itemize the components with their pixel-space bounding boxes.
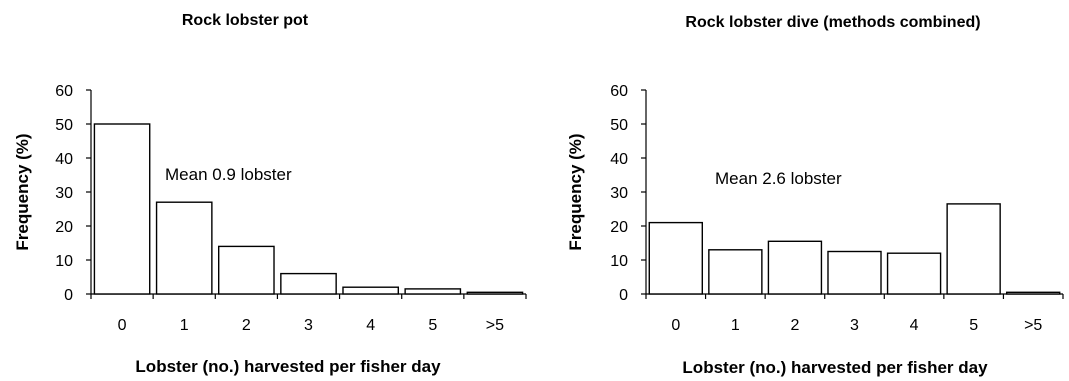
chart-panel-dive: Rock lobster dive (methods combined) 0 10 2… bbox=[535, 0, 1069, 381]
y-tick-label: 30 bbox=[55, 185, 73, 202]
bar-3 bbox=[827, 250, 882, 295]
bar-gt5 bbox=[466, 291, 524, 295]
bar-5 bbox=[404, 288, 462, 295]
x-tick-label: 5 bbox=[969, 317, 978, 334]
x-tick-label: 4 bbox=[910, 317, 919, 334]
y-axis-label: Frequency (%) bbox=[566, 133, 585, 250]
x-tick-label: 3 bbox=[304, 317, 313, 334]
chart-title: Rock lobster dive (methods combined) bbox=[685, 14, 980, 31]
bar-2 bbox=[767, 240, 823, 295]
bar-3 bbox=[280, 272, 337, 295]
y-tick-label: 0 bbox=[64, 287, 73, 304]
x-tick-label: >5 bbox=[486, 317, 504, 334]
bar-2 bbox=[218, 245, 275, 295]
y-tick-label: 60 bbox=[610, 83, 628, 100]
y-tick-label: 50 bbox=[55, 117, 73, 134]
bar-1 bbox=[708, 249, 763, 295]
y-tick-label: 20 bbox=[610, 219, 628, 236]
y-tick-label: 10 bbox=[55, 253, 73, 270]
bar-0 bbox=[93, 123, 151, 295]
chart-pot: Rock lobster pot 0 10 20 30 40 50 60 0 1 2 3 4 5 >5 Mea… bbox=[13, 12, 527, 376]
x-tick-label: 1 bbox=[180, 317, 189, 334]
y-tick-label: 0 bbox=[619, 287, 628, 304]
x-tick-label: 2 bbox=[242, 317, 251, 334]
chart-dive: Rock lobster dive (methods combined)0102… bbox=[566, 14, 1064, 377]
chart-title: Rock lobster pot bbox=[182, 12, 309, 29]
x-tick-label: 1 bbox=[731, 317, 740, 334]
chart-panel-pot: Rock lobster pot 0 10 20 30 40 50 60 0 1 2 3 4 5 >5 Mea… bbox=[0, 0, 534, 381]
bar-4 bbox=[886, 252, 942, 295]
mean-annotation: Mean 0.9 lobster bbox=[165, 165, 292, 184]
x-axis-label: Lobster (no.) harvested per fisher day bbox=[682, 358, 988, 377]
x-tick-label: >5 bbox=[1024, 317, 1042, 334]
mean-annotation: Mean 2.6 lobster bbox=[715, 169, 842, 188]
y-tick-label: 30 bbox=[610, 185, 628, 202]
y-tick-label: 50 bbox=[610, 117, 628, 134]
y-tick-label: 20 bbox=[55, 219, 73, 236]
x-tick-label: 5 bbox=[428, 317, 437, 334]
x-tick-label: 2 bbox=[790, 317, 799, 334]
x-tick-label: 0 bbox=[118, 317, 127, 334]
bar-1 bbox=[155, 201, 213, 295]
x-tick-label: 3 bbox=[850, 317, 859, 334]
y-tick-label: 40 bbox=[55, 151, 73, 168]
y-tick-label: 40 bbox=[610, 151, 628, 168]
bar-4 bbox=[342, 286, 399, 295]
x-axis-label: Lobster (no.) harvested per fisher day bbox=[135, 357, 441, 376]
bar-5 bbox=[946, 203, 1001, 295]
y-tick-label: 10 bbox=[610, 253, 628, 270]
x-tick-label: 4 bbox=[366, 317, 375, 334]
x-tick-label: 0 bbox=[671, 317, 680, 334]
bar-gt5 bbox=[1006, 291, 1061, 295]
y-axis-label: Frequency (%) bbox=[13, 133, 32, 250]
bar-0 bbox=[648, 221, 703, 295]
y-tick-label: 60 bbox=[55, 83, 73, 100]
